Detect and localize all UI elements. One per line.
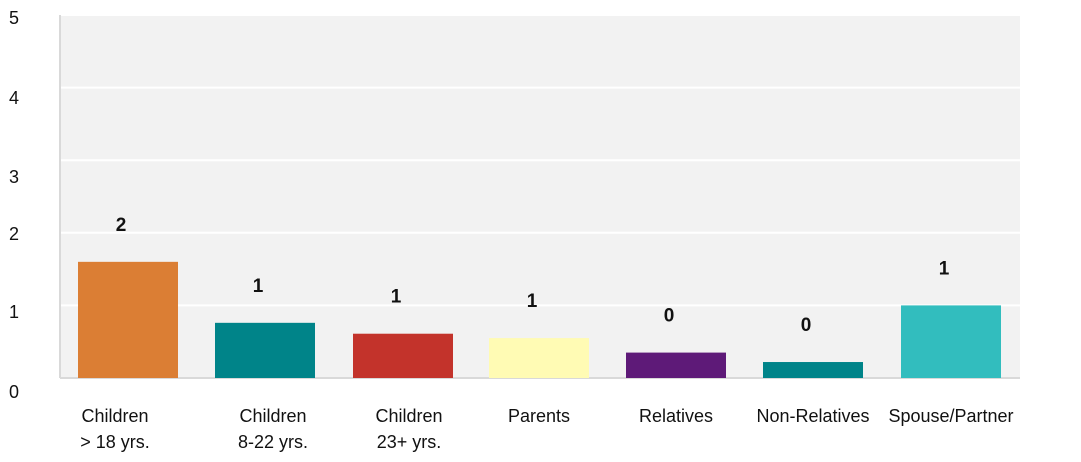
data-label: 1 — [253, 276, 264, 297]
plot-area — [60, 15, 1020, 378]
bar — [901, 305, 1001, 378]
bars — [78, 261, 1001, 378]
x-tick-label: Non-Relatives — [756, 406, 869, 426]
y-tick-label: 0 — [9, 382, 19, 402]
x-tick-label: Parents — [508, 406, 570, 426]
data-label: 2 — [116, 215, 127, 236]
x-tick-label: Relatives — [639, 406, 713, 426]
x-tick-label: Children — [81, 406, 148, 426]
y-axis: 0 1 2 3 4 5 — [9, 8, 19, 402]
y-tick-label: 1 — [9, 302, 19, 322]
data-labels: 2 1 1 1 0 0 1 — [116, 215, 950, 336]
data-label: 1 — [391, 287, 402, 308]
y-tick-label: 3 — [9, 167, 19, 187]
y-tick-label: 4 — [9, 88, 19, 108]
y-tick-label: 5 — [9, 8, 19, 28]
x-tick-label: 8-22 yrs. — [238, 432, 308, 452]
x-tick-label: 23+ yrs. — [377, 432, 442, 452]
data-label: 1 — [527, 291, 538, 312]
bar — [353, 333, 453, 378]
bar — [489, 338, 589, 378]
x-tick-label: Spouse/Partner — [888, 406, 1013, 426]
y-tick-label: 2 — [9, 224, 19, 244]
data-label: 1 — [939, 258, 950, 279]
data-label: 0 — [801, 315, 812, 336]
x-tick-label: Children — [239, 406, 306, 426]
bar — [763, 362, 863, 378]
bar — [626, 352, 726, 378]
x-tick-label: Children — [375, 406, 442, 426]
bar — [78, 261, 178, 378]
x-axis-labels: Children > 18 yrs. Children 8-22 yrs. Childr… — [80, 406, 1013, 452]
bar — [215, 322, 315, 378]
x-tick-label: > 18 yrs. — [80, 432, 150, 452]
data-label: 0 — [664, 306, 675, 327]
